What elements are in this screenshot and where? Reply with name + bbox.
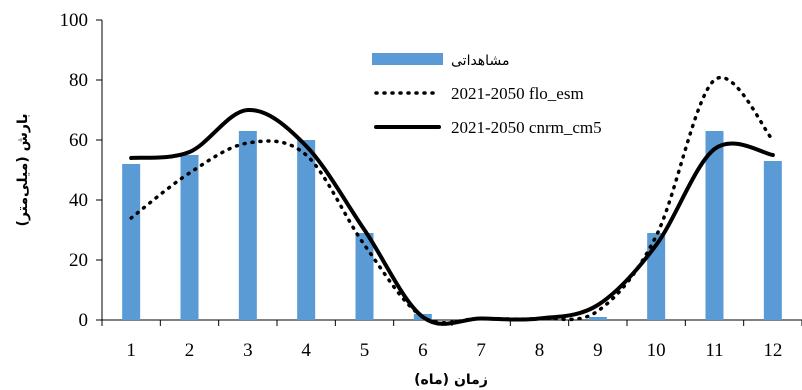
legend: مشاهداتی 2021-2050 flo_esm 2021-2050 cnrm_… — [372, 53, 602, 137]
series-line-cnrm-cm5 — [129, 107, 775, 326]
bar — [355, 233, 374, 320]
y-tick-label: 80 — [69, 70, 88, 91]
legend-swatch-bar — [372, 53, 443, 65]
x-tick-label: 8 — [535, 340, 545, 361]
series-line-flo-esm — [129, 75, 775, 325]
x-tick-label: 1 — [126, 340, 136, 361]
x-tick-label: 10 — [647, 340, 666, 361]
x-tick-label: 3 — [243, 340, 253, 361]
line-series — [129, 75, 775, 326]
bar — [122, 164, 141, 320]
axes — [96, 19, 802, 326]
bar — [588, 317, 607, 320]
x-tick-label: 2 — [185, 340, 195, 361]
y-tick-label: 100 — [60, 10, 89, 31]
bar-series — [122, 131, 782, 320]
y-tick-label: 20 — [69, 250, 88, 271]
bar — [297, 140, 316, 320]
x-axis-title: زمان (ماه) — [414, 372, 488, 388]
legend-label: 2021-2050 cnrm_cm5 — [451, 118, 602, 137]
x-tick-label: 6 — [418, 340, 428, 361]
y-tick-label: 0 — [79, 310, 89, 331]
x-tick-label: 7 — [476, 340, 486, 361]
bar — [705, 131, 724, 320]
x-tick-label: 5 — [360, 340, 370, 361]
bar — [180, 155, 199, 320]
legend-label: مشاهداتی — [451, 53, 509, 69]
x-tick-label: 9 — [593, 340, 603, 361]
y-axis-title: بارش (میلی‌متر) — [15, 114, 31, 227]
y-tick-label: 40 — [69, 190, 88, 211]
x-tick-label: 12 — [763, 340, 782, 361]
bar — [238, 131, 257, 320]
x-tick-label: 4 — [301, 340, 311, 361]
bar — [647, 233, 666, 320]
legend-label: 2021-2050 flo_esm — [451, 84, 584, 103]
bar — [763, 161, 782, 320]
x-tick-label: 11 — [705, 340, 723, 361]
y-tick-label: 60 — [69, 130, 88, 151]
